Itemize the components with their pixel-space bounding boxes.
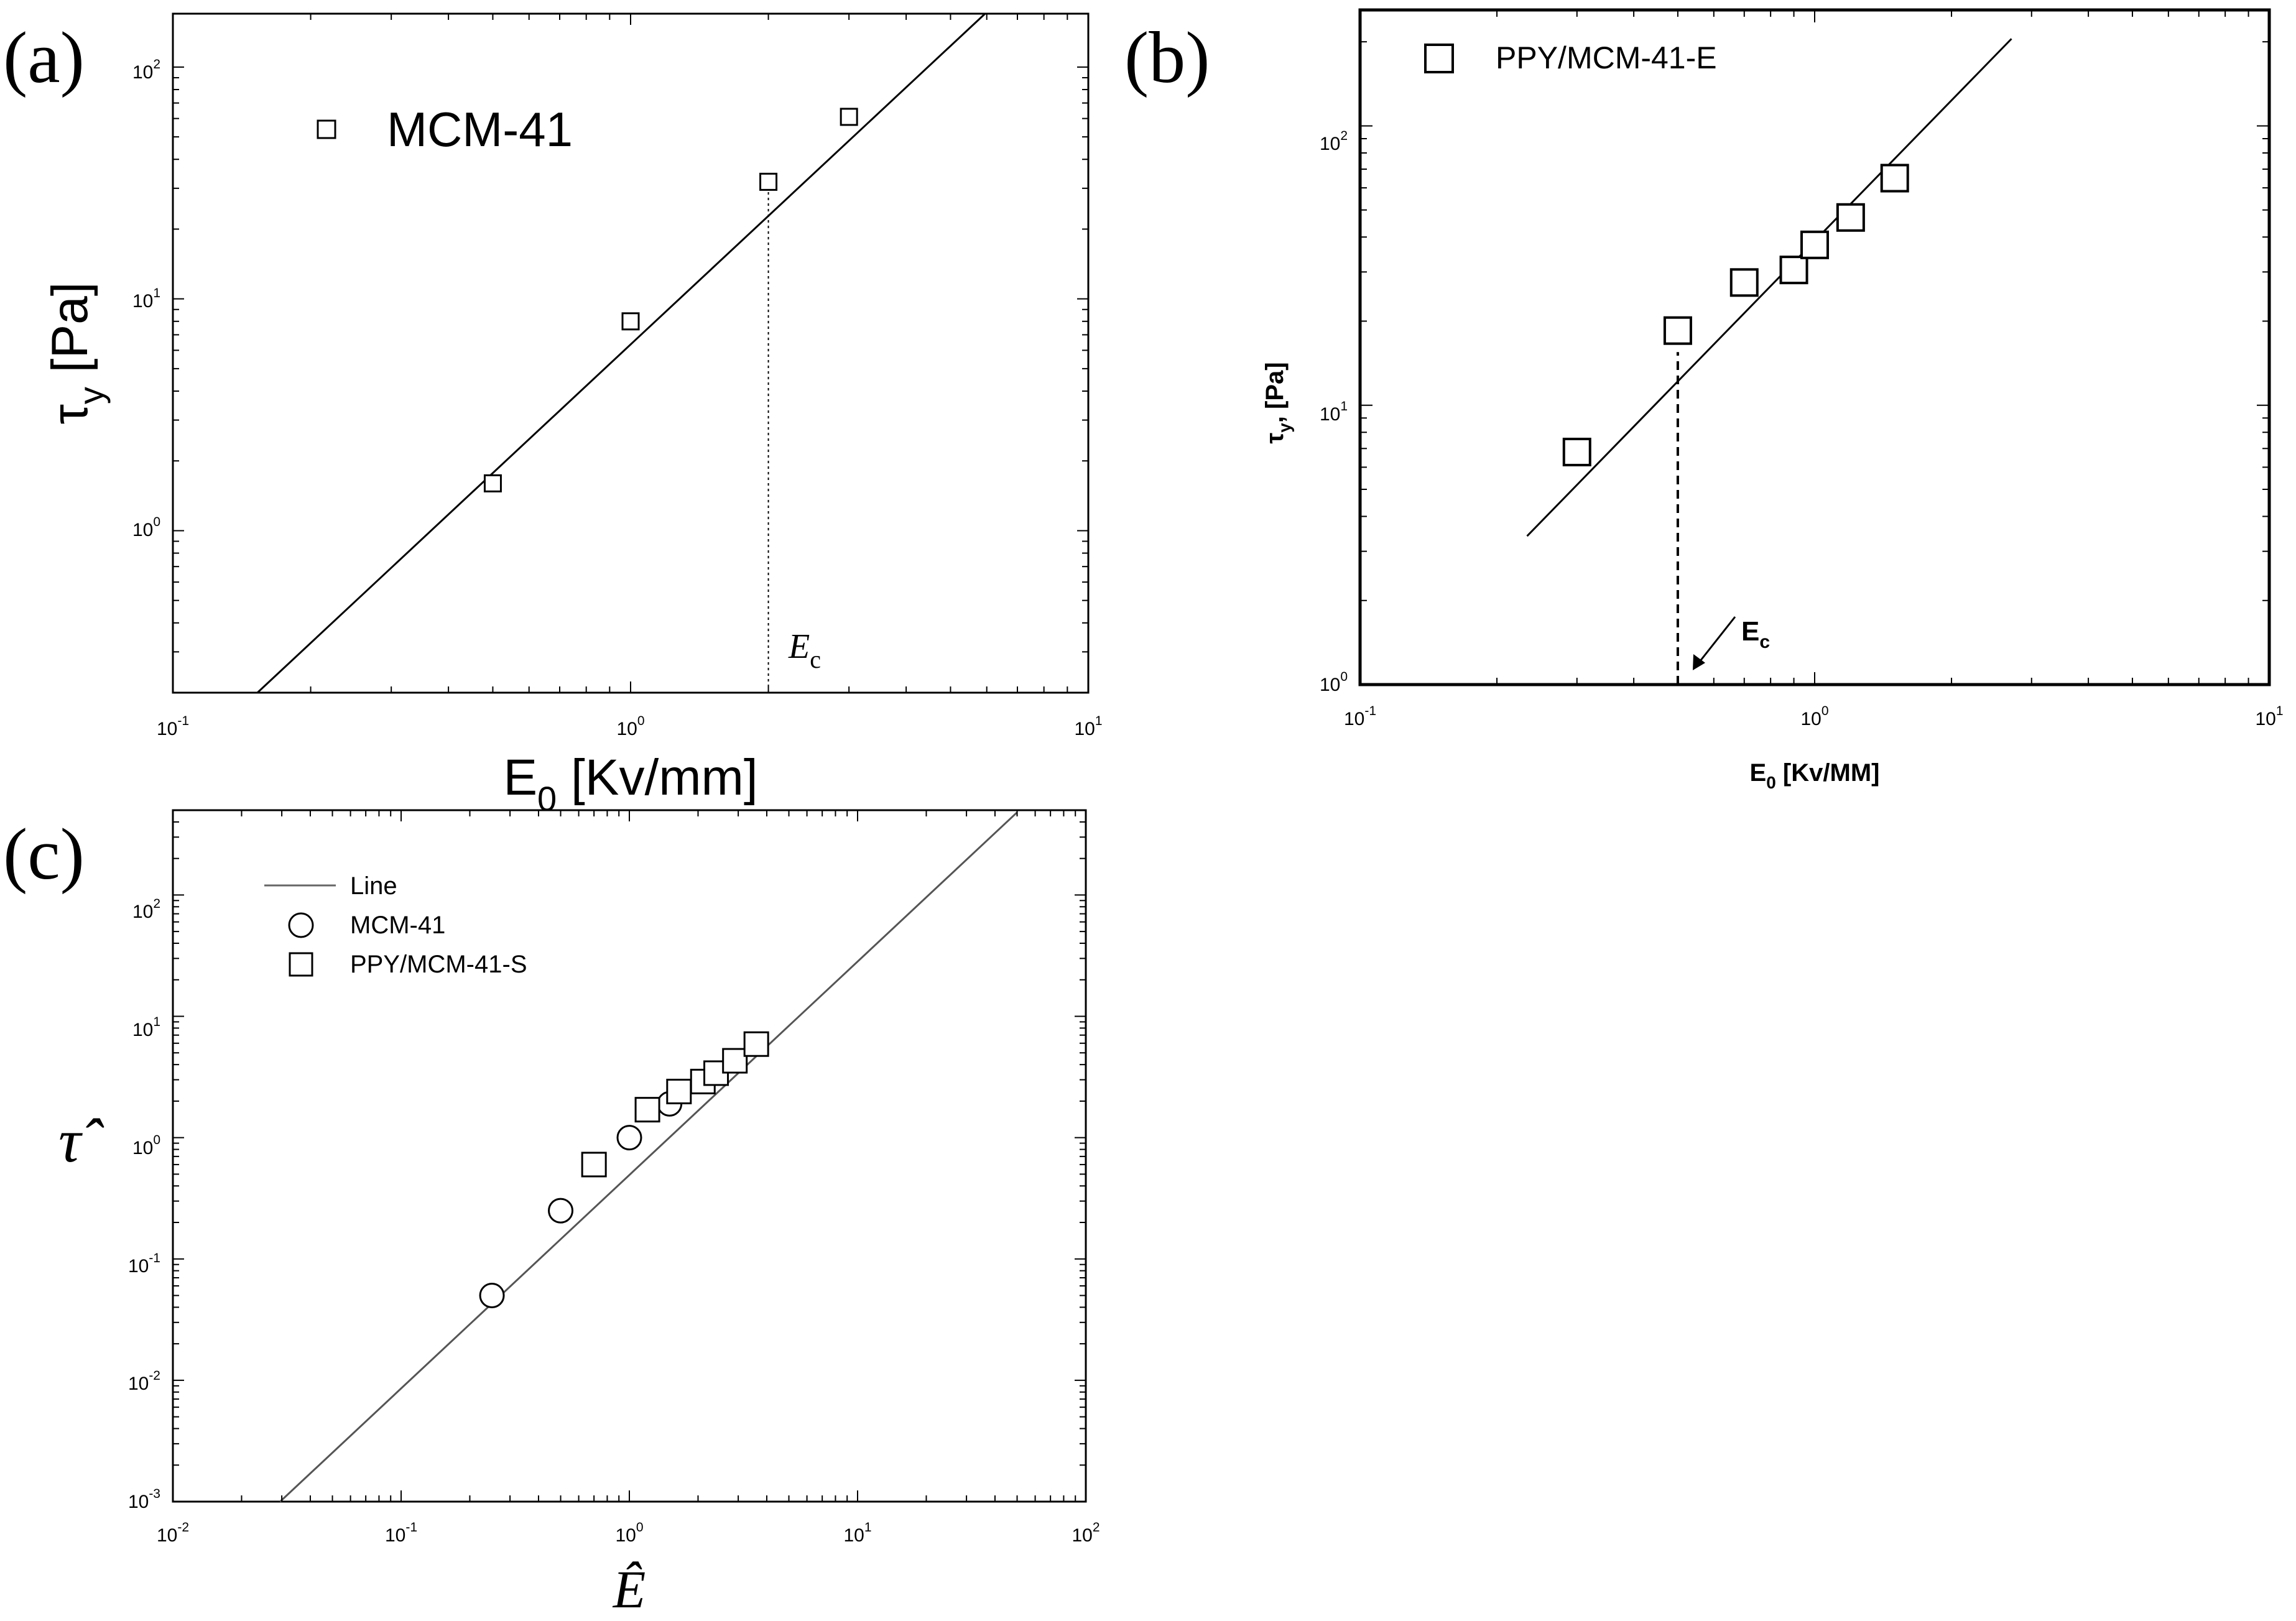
panel-b-y-tick-label: 101	[1320, 399, 1348, 425]
panel-a-legend-square-marker	[317, 119, 336, 139]
panel-a-label: (a)	[3, 17, 85, 98]
panel-a-y-tick-label: 101	[132, 286, 160, 312]
panel-c-circle-point	[616, 1125, 642, 1151]
panel-b-square-point	[1836, 203, 1865, 232]
panel-c-x-tick-labels: 10-2 10-1 100 101 102	[157, 1520, 1100, 1546]
panel-a-square-point	[483, 474, 502, 492]
panel-a-square-point	[759, 172, 778, 191]
panel-a-square-point	[621, 312, 640, 331]
panel-a-legend-label: MCM-41	[387, 102, 573, 157]
panel-b-square-point	[1729, 268, 1759, 297]
panel-b-y-tick-label: 102	[1320, 129, 1348, 154]
panel-a-x-tick-label: 100	[616, 714, 644, 739]
panel-c-legend-square-marker	[289, 952, 313, 977]
panel-b-x-tick-label: 100	[1800, 704, 1828, 729]
panel-c-fit-line	[279, 811, 1018, 1503]
panel-c-x-axis-label: Ê	[612, 1559, 646, 1619]
panel-a-x-tick-label: 10-1	[157, 714, 189, 739]
panel-b-x-tick-label: 101	[2255, 704, 2283, 729]
panel-c-square-point	[666, 1078, 692, 1104]
panel-c-legend-circle-marker	[288, 912, 314, 938]
panel-c-square-point	[581, 1152, 607, 1178]
panel-c-square-point	[743, 1031, 769, 1057]
panel-a-y-tick-labels: 100 101 102	[132, 57, 160, 540]
panel-c-x-tick-label: 101	[843, 1520, 871, 1546]
panel-c-circle-point	[479, 1282, 505, 1308]
panel-c: (c) 10-2 10-1 100 101 102 10-3 10-2 10-1…	[3, 809, 1100, 1619]
panel-c-y-tick-label: 100	[132, 1133, 160, 1158]
panel-b-x-tick-labels: 10-1 100 101	[1344, 704, 2284, 729]
panel-c-circle-point	[548, 1198, 574, 1224]
panel-a-ticks	[172, 14, 1089, 693]
panel-a-legend: MCM-41	[317, 102, 573, 157]
panel-a-y-tick-label: 102	[132, 57, 160, 83]
panel-b-square-point	[1800, 230, 1829, 259]
panel-c-legend-label: MCM-41	[350, 912, 445, 939]
panel-b-legend-square-marker	[1424, 44, 1454, 73]
panel-c-y-tick-label: 10-3	[128, 1487, 160, 1512]
panel-c-legend-label: PPY/MCM-41-S	[350, 951, 527, 978]
panel-b-plot-frame	[1358, 8, 2271, 686]
panel-c-x-tick-label: 10-1	[385, 1520, 417, 1546]
panel-c-y-tick-label: 101	[132, 1015, 160, 1040]
panel-a-plot-frame	[172, 12, 1090, 694]
panel-b-legend: PPY/MCM-41-E	[1424, 40, 1717, 75]
panel-c-legend: Line MCM-41 PPY/MCM-41-S	[264, 872, 527, 978]
panel-a-critical-field-annotation: Ec	[788, 627, 821, 673]
panel-b-x-axis-label: E0 [Kv/MM]	[1750, 759, 1880, 792]
panel-b-ticks	[1359, 10, 2270, 685]
panel-b-annotation-label: Ec	[1741, 616, 1770, 652]
panel-a-y-tick-label: 100	[132, 515, 160, 540]
panel-b-critical-field-annotation: Ec	[1693, 616, 1770, 670]
panel-a-y-axis-label: τy [Pa]	[42, 282, 111, 424]
panel-a-x-axis-label: E0 [Kv/mm]	[503, 749, 757, 818]
panel-c-ticks	[172, 810, 1086, 1502]
panel-b: (b) 10-1 100 101 100 101 102 E0 [Kv/MM] …	[1124, 8, 2284, 792]
panel-b-annotation-arrow-shaft	[1697, 616, 1736, 665]
panel-c-plot-frame	[172, 809, 1087, 1503]
panel-c-marks	[279, 811, 1018, 1503]
panel-b-annotation-arrowhead	[1693, 654, 1705, 670]
panel-b-marks	[1526, 38, 2012, 685]
panel-c-y-axis-label: τ̂	[58, 1106, 104, 1175]
panel-b-y-tick-labels: 100 101 102	[1320, 129, 1348, 695]
panel-c-x-tick-label: 100	[615, 1520, 643, 1546]
panel-a-x-tick-labels: 10-1 100 101	[157, 714, 1103, 739]
panel-b-label: (b)	[1124, 17, 1210, 98]
panel-c-square-point	[722, 1048, 748, 1074]
panel-c-y-tick-labels: 10-3 10-2 10-1 100 101 102	[128, 897, 160, 1512]
panel-c-x-tick-label: 10-2	[157, 1520, 189, 1546]
panel-b-legend-label: PPY/MCM-41-E	[1496, 40, 1717, 75]
panel-b-square-point	[1779, 256, 1808, 285]
panel-a-square-point	[840, 108, 858, 126]
panel-c-square-point	[634, 1097, 660, 1123]
panel-a-fit-line	[256, 12, 986, 694]
panel-b-square-point	[1562, 437, 1591, 466]
panel-b-y-tick-label: 100	[1320, 670, 1348, 695]
panel-b-square-point	[1880, 164, 1909, 193]
panel-c-y-tick-label: 10-1	[128, 1251, 160, 1277]
panel-a: (a) 10-1 100 101 100 101 102 E0 [Kv/mm] …	[3, 12, 1103, 818]
panel-b-square-point	[1663, 316, 1692, 345]
panel-c-y-tick-label: 10-2	[128, 1369, 160, 1394]
panel-b-fit-line	[1526, 38, 2012, 537]
panel-a-x-tick-label: 101	[1074, 714, 1102, 739]
panel-c-y-tick-label: 102	[132, 897, 160, 922]
panel-c-x-tick-label: 102	[1072, 1520, 1099, 1546]
panel-b-x-tick-label: 10-1	[1344, 704, 1376, 729]
panel-b-y-axis-label: τy, [Pa]	[1261, 362, 1294, 443]
panel-c-label: (c)	[3, 813, 85, 895]
panel-a-marks	[256, 12, 986, 694]
panel-c-legend-label: Line	[350, 872, 397, 900]
